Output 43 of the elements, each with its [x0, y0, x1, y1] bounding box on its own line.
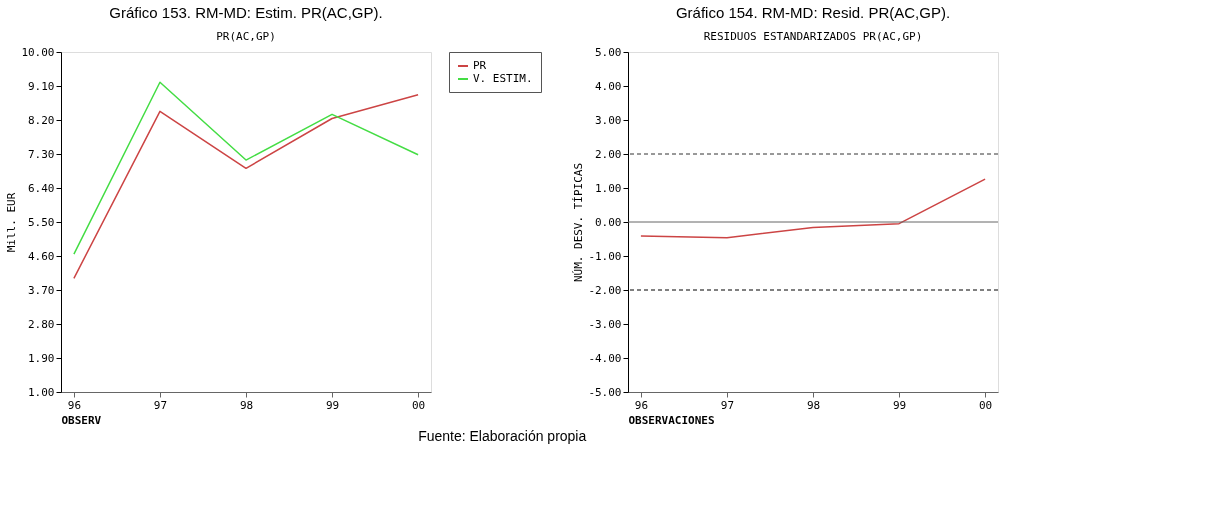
x-tick-label: 99	[325, 398, 340, 412]
x-tick-label: 96	[67, 398, 82, 412]
y-tick-label: 5.00	[595, 45, 622, 59]
y-tick-label: 1.00	[28, 385, 55, 399]
y-tick-label: 7.30	[28, 147, 55, 161]
y-axis-title: Mill. EUR	[5, 192, 19, 253]
y-tick-label: 1.00	[595, 181, 622, 195]
x-axis-title: OBSERVACIONES	[628, 413, 715, 427]
y-tick-label: -1.00	[588, 249, 622, 263]
x-tick-label: 98	[806, 398, 821, 412]
x-tick-label: 97	[720, 398, 735, 412]
legend-label: V. ESTIM.	[473, 72, 533, 85]
y-tick-label: 9.10	[28, 79, 55, 93]
x-tick-label: 99	[892, 398, 907, 412]
y-tick-label: 1.90	[28, 351, 55, 365]
y-tick-label: 10.00	[21, 45, 55, 59]
x-tick-label: 00	[411, 398, 426, 412]
y-tick-label: 6.40	[28, 181, 55, 195]
y-tick-label: -4.00	[588, 351, 622, 365]
chart-subtitle: RESIDUOS ESTANDARIZADOS PR(AC,GP)	[703, 30, 923, 43]
chart-title: Gráfico 154. RM-MD: Resid. PR(AC,GP).	[675, 4, 951, 21]
y-tick-label: 3.70	[28, 283, 55, 297]
y-tick-label: 8.20	[28, 113, 55, 127]
legend-label: PR	[473, 59, 487, 72]
y-tick-label: -2.00	[588, 283, 622, 297]
chart-subtitle: PR(AC,GP)	[216, 30, 276, 43]
y-tick-label: 2.00	[595, 147, 622, 161]
x-tick-label: 97	[153, 398, 168, 412]
x-tick-label: 96	[634, 398, 649, 412]
y-tick-label: 5.50	[28, 215, 55, 229]
y-tick-label: -5.00	[588, 385, 622, 399]
y-tick-label: 4.00	[595, 79, 622, 93]
x-tick-label: 98	[239, 398, 254, 412]
x-axis-title: OBSERV	[61, 413, 102, 427]
y-tick-label: 4.60	[28, 249, 55, 263]
y-tick-label: -3.00	[588, 317, 622, 331]
y-tick-label: 3.00	[595, 113, 622, 127]
source-note: Fuente: Elaboración propia	[418, 427, 587, 444]
y-tick-label: 2.80	[28, 317, 55, 331]
y-tick-label: 0.00	[595, 215, 622, 229]
y-axis-title: NÚM. DESV. TÍPICAS	[572, 162, 586, 283]
chart-title: Gráfico 153. RM-MD: Estim. PR(AC,GP).	[109, 4, 383, 21]
x-tick-label: 00	[978, 398, 993, 412]
